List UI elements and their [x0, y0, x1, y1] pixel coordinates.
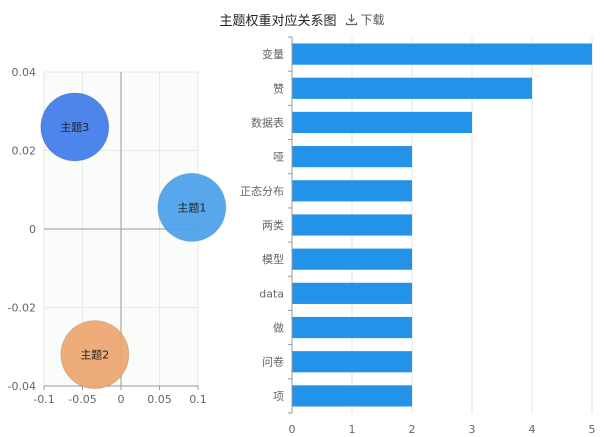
- download-label: 下载: [360, 12, 385, 27]
- scatter-x-tick-label: 0.1: [189, 393, 207, 406]
- topic-scatter-chart: -0.1 -0.05 0 0.05 0.1 0.04 0.02 0 -0.02 -0.04 主题3 主…: [8, 66, 227, 406]
- scatter-x-tick-label: 0: [118, 393, 125, 406]
- scatter-y-tick-label: -0.04: [8, 380, 36, 393]
- bar-x-tick-label: 0: [289, 423, 296, 436]
- bar-x-tick-label: 4: [529, 423, 536, 436]
- bar-x-tick-label: 2: [409, 423, 416, 436]
- bar-x-tick-label: 1: [349, 423, 356, 436]
- scatter-x-tick-label: 0.05: [147, 393, 172, 406]
- topic-bubble-label: 主题1: [177, 201, 206, 214]
- topic-bubble: [40, 92, 110, 162]
- chart-header: 主题权重对应关系图 下载: [0, 8, 604, 30]
- bar-x-tick-label: 5: [589, 423, 596, 436]
- bar: [292, 111, 472, 134]
- topic-bubble: [157, 172, 227, 242]
- scatter-y-tick-label: 0.02: [12, 145, 37, 158]
- bar: [292, 351, 412, 373]
- scatter-x-tick-label: -0.1: [33, 393, 54, 406]
- scatter-y-tick-label: 0.04: [12, 66, 37, 79]
- bar-category-label: 做: [273, 321, 284, 335]
- bar-category-label: 数据表: [251, 115, 284, 129]
- bar-category-label: 两类: [262, 218, 284, 232]
- download-button[interactable]: 下载: [345, 11, 385, 28]
- chart-title: 主题权重对应关系图: [219, 13, 337, 29]
- scatter-y-tick-label: -0.02: [8, 302, 36, 315]
- bar: [292, 214, 412, 236]
- topic-bubble: [60, 320, 130, 390]
- download-icon: [345, 13, 357, 25]
- bar: [292, 316, 412, 339]
- bar: [292, 248, 412, 270]
- bar: [292, 77, 532, 99]
- bar-category-label: 变量: [262, 47, 284, 61]
- topic-bubble-label: 主题2: [80, 349, 109, 362]
- scatter-y-tick-label: 0: [29, 223, 36, 236]
- bar-category-label: data: [259, 287, 284, 300]
- topic-bubble-label: 主题3: [60, 121, 89, 134]
- bar-category-label: 模型: [262, 252, 284, 266]
- bar: [292, 282, 412, 304]
- bar: [292, 385, 412, 407]
- bar-category-label: 赞: [273, 82, 284, 95]
- scatter-x-tick-label: -0.05: [68, 393, 96, 406]
- bar: [292, 180, 412, 202]
- bar: [292, 146, 412, 168]
- bar-category-label: 正态分布: [240, 185, 284, 198]
- bar-category-label: 项: [273, 390, 284, 403]
- bar-category-label: 哑: [273, 151, 284, 164]
- bar: [292, 43, 592, 65]
- bar-category-label: 问卷: [262, 355, 284, 369]
- bar-x-tick-label: 3: [469, 423, 476, 436]
